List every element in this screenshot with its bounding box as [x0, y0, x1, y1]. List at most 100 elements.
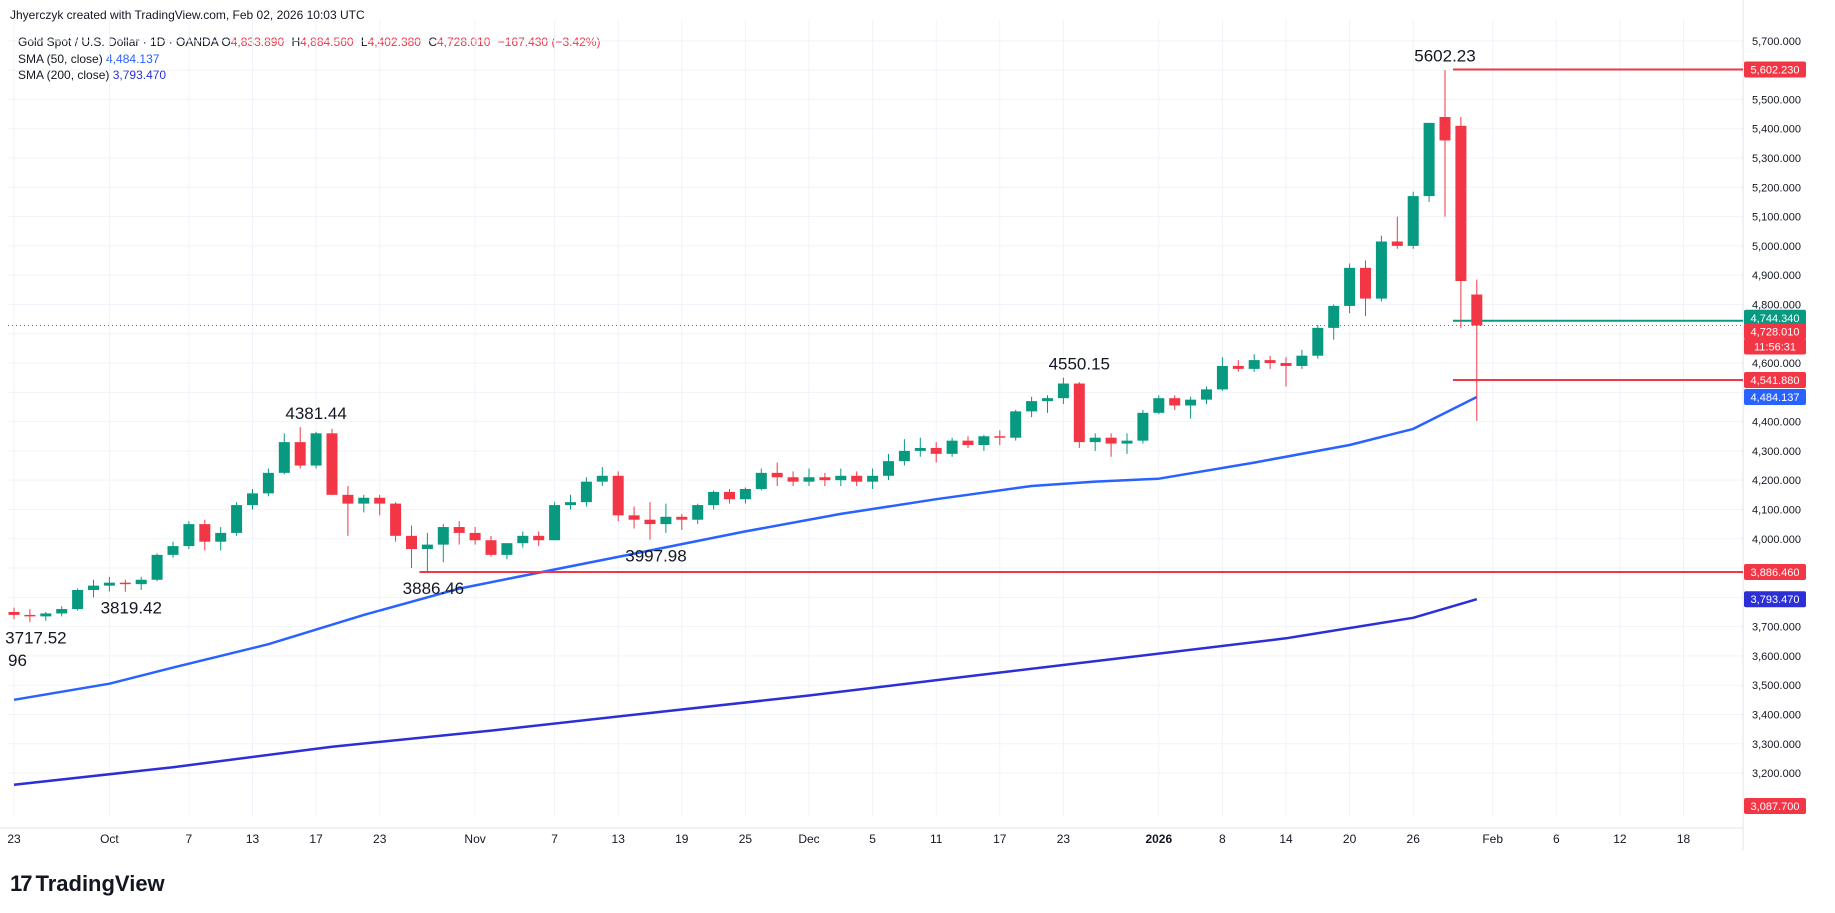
candle-body: [803, 477, 815, 482]
candle-body: [692, 505, 704, 520]
candle-body: [278, 442, 290, 473]
candle-body: [1407, 196, 1419, 246]
price-axis-label-bg: [1744, 61, 1806, 78]
y-tick-label: 4,600.000: [1752, 358, 1801, 370]
y-tick-label: 4,000.000: [1752, 534, 1801, 546]
price-annotation: 3886.46: [403, 579, 464, 598]
candle-body: [1105, 437, 1117, 444]
x-tick-label: 26: [1407, 832, 1421, 846]
y-tick-label: 3,700.000: [1752, 622, 1801, 634]
x-tick-label: Feb: [1482, 832, 1503, 846]
x-tick-label: 13: [246, 832, 260, 846]
candle-body: [883, 461, 894, 476]
candle-body: [1026, 401, 1038, 412]
y-tick-label: 5,100.000: [1752, 212, 1801, 224]
price-annotation: 96: [8, 651, 27, 670]
candle-body: [1248, 360, 1260, 369]
symbol-legend[interactable]: Gold Spot / U.S. Dollar · 1D · OANDA O4,…: [18, 35, 604, 49]
candle-body: [421, 544, 433, 550]
candle-body: [771, 472, 783, 478]
candle-body: [533, 535, 545, 541]
candle-body: [660, 516, 672, 525]
x-tick-label: 14: [1279, 832, 1293, 846]
candle-body: [787, 477, 799, 482]
candle-body: [755, 472, 767, 489]
y-tick-label: 4,900.000: [1752, 270, 1801, 282]
candle-body: [1137, 412, 1149, 441]
x-tick-label: 5: [869, 832, 876, 846]
y-tick-label: 5,200.000: [1752, 182, 1801, 194]
x-tick-label: 20: [1343, 832, 1357, 846]
candle-body: [644, 519, 656, 525]
price-axis-label-bg: [1744, 564, 1806, 581]
candle-body: [453, 527, 465, 533]
candle-body: [1089, 437, 1101, 443]
candle-body: [151, 554, 163, 580]
y-tick-label: 3,400.000: [1752, 709, 1801, 721]
price-axis-label-bg: [1744, 338, 1806, 355]
sma50-legend[interactable]: SMA (50, close) 4,484.137: [18, 52, 159, 66]
x-tick-label: 7: [186, 832, 193, 846]
price-chart[interactable]: 5,700.0005,600.0005,500.0005,400.0005,30…: [0, 0, 1835, 860]
sma200-legend[interactable]: SMA (200, close) 3,793.470: [18, 68, 166, 82]
candle-body: [517, 535, 529, 544]
x-tick-label: 23: [7, 832, 21, 846]
candle-body: [1216, 365, 1228, 390]
price-axis-label: 3,087.700: [1751, 801, 1800, 813]
candle-body: [628, 515, 640, 520]
price-axis-label: 11:56:31: [1754, 342, 1796, 354]
price-axis-label-bg: [1744, 372, 1806, 389]
candle-body: [1391, 241, 1403, 246]
price-annotation: 4381.44: [285, 404, 346, 423]
candle-body: [565, 502, 576, 506]
price-annotation: 3819.42: [101, 599, 162, 618]
high-label: H: [291, 35, 301, 49]
low-value: 4,402.380: [367, 35, 421, 49]
candle-body: [1121, 440, 1133, 444]
change-value: −167.430 (−3.42%): [497, 35, 601, 49]
x-tick-label: 19: [675, 832, 689, 846]
candle-body: [167, 546, 179, 555]
candle-body: [24, 614, 36, 617]
candle-body: [1232, 365, 1244, 369]
candle-body: [374, 497, 386, 504]
price-axis-label-bg: [1744, 591, 1806, 608]
candle-body: [135, 579, 147, 585]
x-tick-label: 12: [1613, 832, 1627, 846]
candle-body: [390, 503, 402, 536]
x-tick-label: Oct: [100, 832, 119, 846]
sma200-label: SMA (200, close): [18, 68, 110, 82]
candle-body: [994, 436, 1006, 438]
y-tick-label: 4,200.000: [1752, 475, 1801, 487]
candle-body: [898, 450, 910, 462]
sma200-value: 3,793.470: [112, 68, 167, 82]
candle-body: [1264, 360, 1276, 364]
candle-body: [88, 585, 99, 591]
candle-body: [183, 524, 195, 547]
candle-body: [1296, 355, 1308, 366]
candle-body: [231, 505, 243, 533]
y-tick-label: 5,400.000: [1752, 124, 1801, 136]
candle-body: [724, 491, 735, 500]
candle-body: [1344, 267, 1356, 306]
sma50-line: [13, 395, 1478, 702]
candle-body: [596, 475, 608, 482]
chart-author-line: Jhyerczyk created with TradingView.com, …: [10, 8, 365, 22]
candle-body: [549, 505, 561, 541]
price-axis-label: 4,744.340: [1751, 313, 1800, 325]
y-tick-label: 4,100.000: [1752, 504, 1801, 516]
candle-body: [676, 516, 688, 520]
candle-body: [1057, 383, 1069, 399]
candle-body: [437, 527, 449, 545]
sma200-line: [13, 598, 1478, 787]
close-value: 4,728.010: [436, 35, 491, 49]
sma50-value: 4,484.137: [106, 52, 160, 66]
candle-body: [1042, 398, 1053, 402]
y-tick-label: 4,300.000: [1752, 446, 1801, 458]
candle-body: [914, 447, 926, 451]
candle-body: [103, 582, 115, 586]
price-annotation: 4550.15: [1049, 355, 1110, 374]
candle-body: [310, 433, 322, 466]
tradingview-logo[interactable]: 17 TradingView: [10, 871, 165, 897]
open-label: O: [221, 35, 231, 49]
